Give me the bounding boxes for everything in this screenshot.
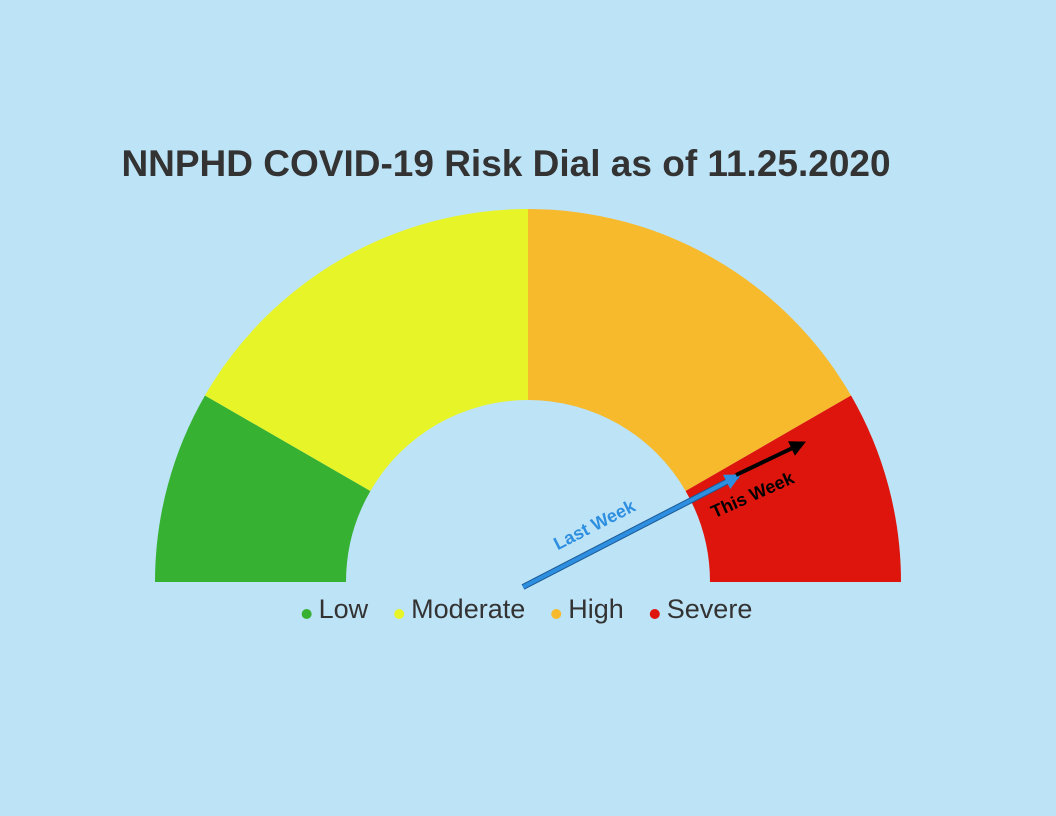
chart-title: NNPHD COVID-19 Risk Dial as of 11.25.202… [121, 143, 890, 184]
legend-marker [649, 609, 660, 619]
legend: Low Moderate High Severe [301, 594, 753, 624]
legend-marker [394, 609, 405, 619]
dial-segment [528, 209, 852, 491]
this-week-arrow [735, 441, 806, 477]
legend-marker [551, 609, 562, 619]
legend-label: Severe [667, 594, 753, 624]
dial-segment [155, 395, 371, 582]
dial-segment [685, 395, 901, 582]
dial-segment [204, 209, 528, 491]
legend-marker [301, 609, 312, 619]
legend-label: High [568, 594, 624, 624]
dial [155, 209, 901, 582]
legend-label: Moderate [411, 594, 525, 624]
last-week-arrow [522, 474, 741, 589]
legend-label: Low [319, 594, 369, 624]
